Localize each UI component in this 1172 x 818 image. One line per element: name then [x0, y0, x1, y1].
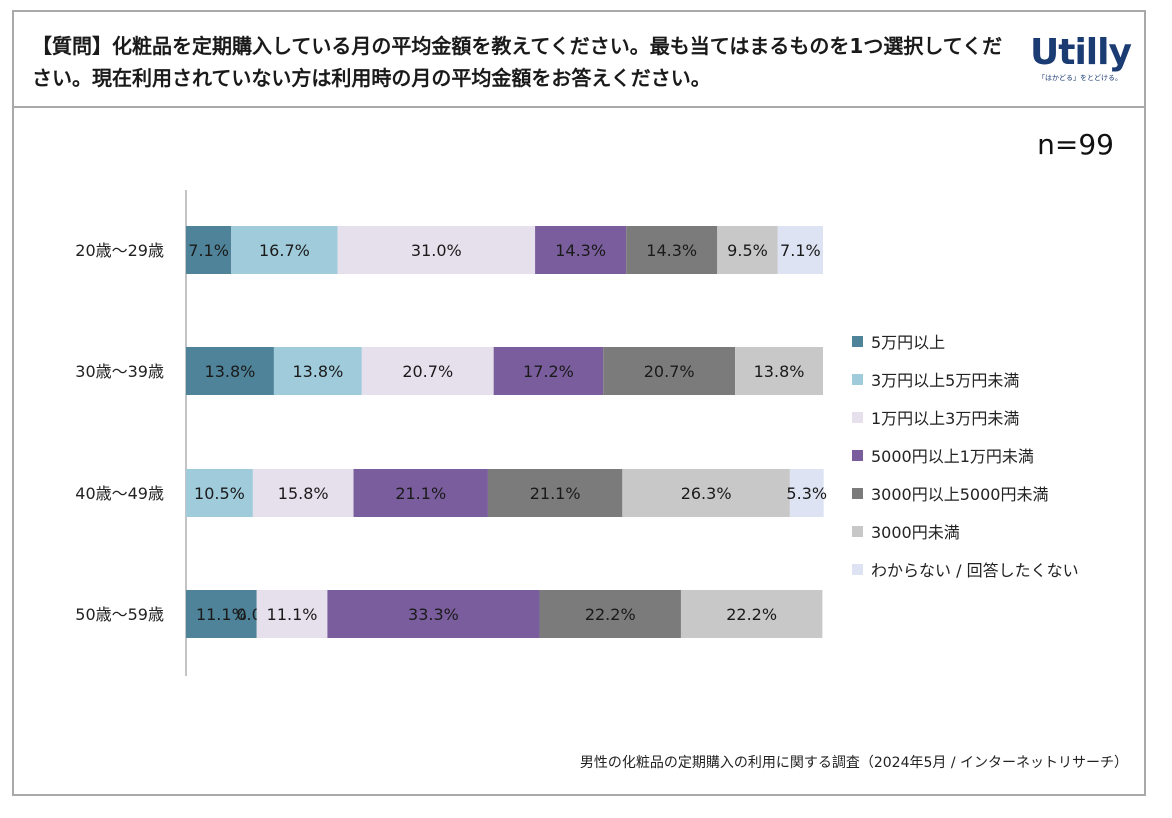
bar-segment — [603, 347, 736, 395]
data-label: 13.8% — [205, 362, 256, 381]
category-label: 20歳〜29歳 — [75, 241, 164, 260]
legend-swatch — [852, 335, 863, 347]
data-label: 7.1% — [780, 241, 821, 260]
data-label: 5.3% — [786, 484, 827, 503]
bar-segment — [327, 590, 540, 638]
bar-segment — [487, 469, 623, 517]
data-label: 21.1% — [395, 484, 446, 503]
bar-segment — [273, 347, 362, 395]
logo-tagline: 「はかどる」をとどける。 — [1038, 74, 1122, 82]
data-label: 20.7% — [644, 362, 695, 381]
legend-swatch — [852, 525, 863, 537]
question-text: 【質問】化粧品を定期購入している月の平均金額を教えてください。最も当てはまるもの… — [32, 34, 1003, 90]
bar-segment — [626, 226, 718, 274]
sample-size: n=99 — [1037, 128, 1114, 161]
data-label: 7.1% — [188, 241, 229, 260]
data-label: 13.8% — [754, 362, 805, 381]
bar-segment — [680, 590, 823, 638]
bar-segment — [717, 226, 778, 274]
legend-label: 1万円以上3万円未満 — [871, 409, 1020, 428]
legend-item: わからない / 回答したくない — [852, 550, 1079, 588]
bar-segment — [777, 226, 823, 274]
bar-segment — [353, 469, 488, 517]
legend-label: 3万円以上5万円未満 — [871, 371, 1020, 390]
data-label: 17.2% — [523, 362, 574, 381]
data-label: 22.2% — [585, 605, 636, 624]
data-label: 10.5% — [194, 484, 245, 503]
logo-word: Utilly — [1030, 32, 1132, 73]
utilly-logo: Utilly 「はかどる」をとどける。 — [1030, 32, 1132, 83]
bar-segment — [186, 226, 232, 274]
data-label: 31.0% — [411, 241, 462, 260]
data-label: 13.8% — [292, 362, 343, 381]
legend-label: 5000円以上1万円未満 — [871, 447, 1034, 466]
legend-label: 3000円未満 — [871, 523, 960, 542]
data-label: 22.2% — [726, 605, 777, 624]
bar-segment — [622, 469, 790, 517]
data-label: 11.1% — [267, 605, 318, 624]
data-label: 16.7% — [259, 241, 310, 260]
legend-item: 5000円以上1万円未満 — [852, 436, 1079, 474]
legend-swatch — [852, 449, 863, 461]
data-label: 26.3% — [681, 484, 732, 503]
data-label: 9.5% — [727, 241, 768, 260]
bar-segment — [186, 590, 257, 638]
bar-segment — [539, 590, 681, 638]
legend-label: 3000円以上5000円未満 — [871, 485, 1049, 504]
category-label: 40歳〜49歳 — [75, 484, 164, 503]
bar-segment — [535, 226, 627, 274]
data-label: 21.1% — [530, 484, 581, 503]
legend-item: 3000円未満 — [852, 512, 1079, 550]
bar-segment — [186, 469, 253, 517]
legend-item: 3万円以上5万円未満 — [852, 360, 1079, 398]
bar-segment — [231, 226, 338, 274]
data-label: 14.3% — [555, 241, 606, 260]
legend-item: 5万円以上 — [852, 322, 1079, 360]
bar-segment — [186, 347, 274, 395]
bar-segment — [361, 347, 494, 395]
data-label: 15.8% — [278, 484, 329, 503]
legend-item: 3000円以上5000円未満 — [852, 474, 1079, 512]
bar-segment — [493, 347, 604, 395]
legend-item: 1万円以上3万円未満 — [852, 398, 1079, 436]
legend-label: 5万円以上 — [871, 333, 946, 352]
bar-segment — [337, 226, 536, 274]
category-label: 50歳〜59歳 — [75, 605, 164, 624]
data-label: 20.7% — [402, 362, 453, 381]
bar-segment — [735, 347, 823, 395]
source-note: 男性の化粧品の定期購入の利用に関する調査（2024年5月 / インターネットリサ… — [579, 755, 1128, 771]
legend-swatch — [852, 563, 863, 575]
category-label: 30歳〜39歳 — [75, 362, 164, 381]
chart-legend: 5万円以上 3万円以上5万円未満 1万円以上3万円未満 5000円以上1万円未満 300… — [852, 322, 1079, 588]
data-label: 33.3% — [408, 605, 459, 624]
data-label: 11.1% — [196, 605, 247, 624]
question-header — [12, 10, 1146, 108]
legend-swatch — [852, 411, 863, 423]
bar-segment — [252, 469, 354, 517]
data-label: 14.3% — [646, 241, 697, 260]
bar-segment — [789, 469, 824, 517]
legend-label: わからない / 回答したくない — [871, 561, 1079, 580]
bar-segment — [256, 590, 328, 638]
legend-swatch — [852, 373, 863, 385]
legend-swatch — [852, 487, 863, 499]
